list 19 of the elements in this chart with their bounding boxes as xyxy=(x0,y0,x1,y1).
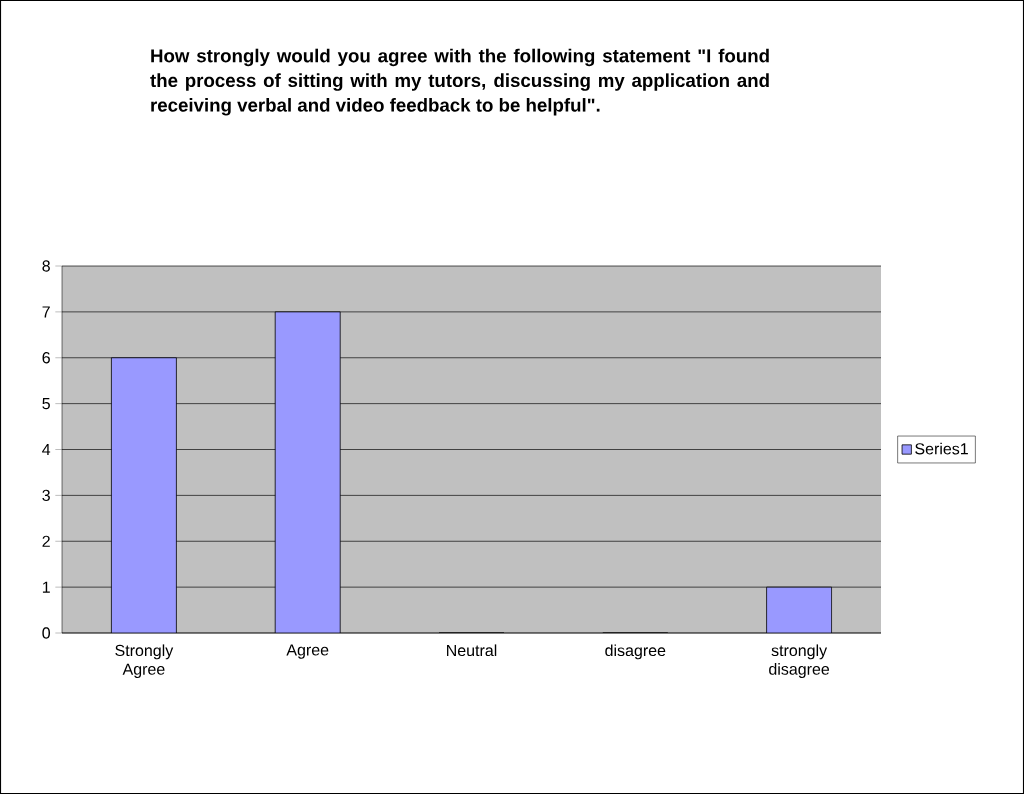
y-tick-label: 1 xyxy=(42,581,50,593)
y-tick-label: 7 xyxy=(42,306,50,318)
bar xyxy=(766,586,832,633)
legend-label: Series1 xyxy=(915,442,968,455)
x-tick-label: Neutral xyxy=(447,644,497,657)
x-tick-label: strongly disagree xyxy=(769,644,830,678)
chart-title: How strongly would you agree with the following statement "I found the process of sitting with my tutors, discussing my application and receiving verbal and video feedback to be helpful". xyxy=(150,48,769,116)
y-tick-label: 4 xyxy=(42,444,51,456)
y-tick-label: 3 xyxy=(42,489,50,502)
y-tick-label: 5 xyxy=(42,398,50,410)
x-tick-label: Agree xyxy=(286,644,329,659)
y-tick-label: 2 xyxy=(42,535,50,547)
bar xyxy=(111,357,177,633)
x-tick-label: Strongly Agree xyxy=(115,644,174,678)
y-tick-label: 6 xyxy=(42,352,50,364)
y-tick-label: 8 xyxy=(42,260,50,272)
bar xyxy=(274,311,341,633)
y-tick-label: 0 xyxy=(42,627,51,639)
x-tick-label: disagree xyxy=(605,644,666,660)
